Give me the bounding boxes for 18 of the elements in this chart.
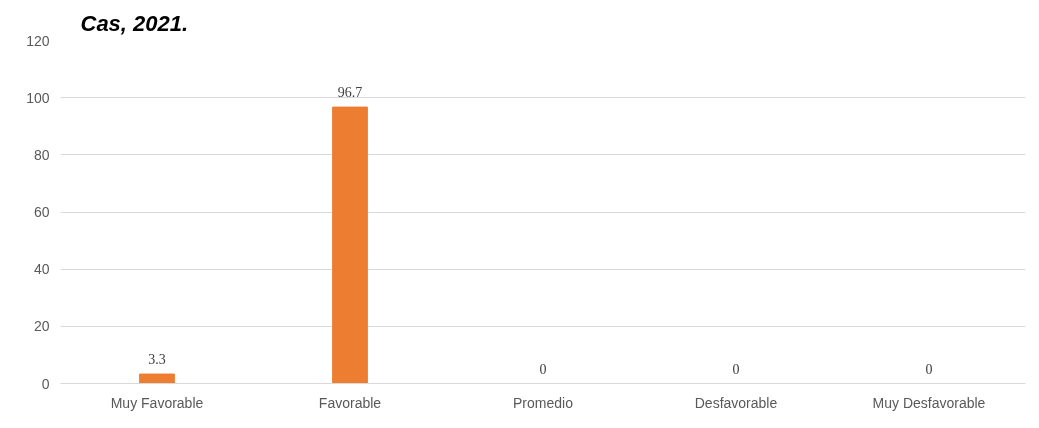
data-label: 0 [732, 361, 740, 377]
y-tick-label: 0 [41, 375, 50, 392]
x-tick-label: Muy Desfavorable [872, 394, 986, 411]
data-label: 96.7 [337, 85, 363, 101]
data-label: 0 [539, 361, 547, 377]
y-tick-label: 100 [26, 89, 50, 106]
y-tick-label: 40 [33, 261, 50, 278]
y-tick-label: 80 [33, 146, 50, 163]
data-label: 3.3 [148, 352, 166, 368]
x-tick-label: Favorable [318, 394, 382, 411]
x-tick-label: Muy Favorable [110, 394, 204, 411]
data-label: 0 [925, 361, 933, 377]
y-tick-label: 20 [33, 318, 50, 335]
x-tick-label: Promedio [513, 394, 574, 411]
y-tick-label: 60 [33, 204, 50, 220]
chart-title: Cas, 2021. [80, 10, 189, 36]
y-tick-label: 120 [26, 32, 50, 49]
x-tick-label: Desfavorable [694, 394, 778, 411]
